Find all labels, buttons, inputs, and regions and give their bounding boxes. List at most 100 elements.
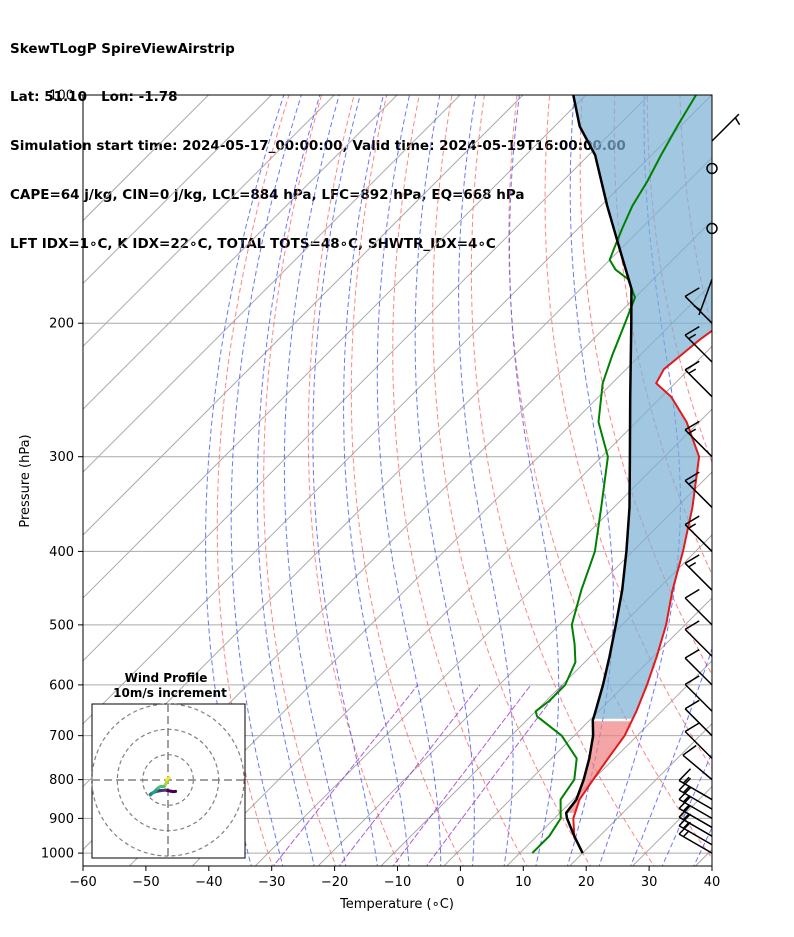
wind-barb (684, 588, 713, 626)
profiles (531, 95, 712, 854)
moist-adiabat (630, 647, 712, 866)
x-tick-label: −30 (258, 875, 285, 890)
dry-adiabat (216, 95, 290, 866)
isotherm-line (83, 95, 524, 536)
mixing-ratio-line (338, 684, 481, 866)
wind-barb (684, 471, 713, 508)
x-tick-label: −10 (384, 875, 411, 890)
x-tick-label: −20 (321, 875, 348, 890)
x-tick-label: −60 (69, 875, 96, 890)
temperature-profile (572, 329, 712, 854)
isotherm-line (83, 95, 587, 599)
isotherm-line (83, 95, 712, 725)
wind-barb (684, 287, 713, 324)
wind-barb (711, 113, 741, 142)
dry-adiabat (392, 95, 528, 866)
isotherm-line (443, 597, 712, 866)
x-tick-label: −40 (195, 875, 222, 890)
mixing-ratio-line (392, 684, 532, 866)
x-tick-label: 20 (578, 875, 595, 890)
chart-title: SkewTLogP SpireViewAirstrip (10, 40, 235, 57)
cape-fill (573, 95, 712, 719)
isotherm-line (83, 95, 210, 222)
moist-adiabat (343, 95, 410, 866)
background-lines (83, 78, 794, 869)
chart-header: SkewTLogP SpireViewAirstrip Lat: 51.10 L… (10, 8, 626, 269)
y-tick-label: 400 (49, 545, 74, 560)
parcel-profile (564, 95, 633, 854)
cape-cin-fills (566, 95, 712, 813)
isotherm-line (191, 345, 712, 866)
moist-adiabat (661, 751, 712, 866)
dry-adiabat (263, 95, 337, 866)
y-tick-label: 600 (49, 678, 74, 693)
wind-barb (682, 744, 713, 781)
x-axis-title: Temperature (∘C) (339, 897, 454, 912)
x-tick-label: 10 (515, 875, 532, 890)
wind-barb (684, 722, 713, 759)
wind-barb (684, 699, 713, 737)
wind-barb (684, 620, 713, 657)
index-line: LFT IDX=1∘C, K IDX=22∘C, TOTAL TOTS=48∘C… (10, 236, 496, 253)
isotherm-line (83, 95, 461, 473)
isotherm-line (83, 95, 398, 410)
moist-adiabat (205, 95, 285, 866)
hodograph-title: Wind Profile (125, 671, 208, 685)
y-tick-label: 1000 (41, 847, 74, 862)
hodograph-segment (166, 776, 171, 781)
wind-barbs (678, 113, 741, 854)
moist-adiabat (230, 95, 302, 866)
wind-barb (684, 675, 713, 712)
y-tick-label: 200 (49, 317, 74, 332)
isotherm-line (83, 95, 273, 285)
isotherm-line (128, 282, 712, 866)
cape-line: CAPE=64 j/kg, CIN=0 j/kg, LCL=884 hPa, L… (10, 187, 525, 204)
wind-barb (684, 420, 713, 458)
x-tick-label: 30 (641, 875, 658, 890)
moist-adiabat (509, 95, 560, 866)
mixing-ratio-line (272, 684, 419, 866)
wind-barb (684, 515, 713, 552)
wind-barb (678, 768, 713, 801)
dry-adiabat (432, 95, 592, 866)
axes: −60 −50 −40 −30 −20 −10 0 10 20 30 40 100 200 300 400 5… (41, 89, 720, 891)
dry-adiabat (470, 95, 655, 866)
moist-adiabat (312, 95, 378, 866)
wind-barb (684, 360, 713, 398)
x-tick-label: 40 (704, 875, 721, 890)
y-tick-label: 500 (49, 618, 74, 633)
dry-adiabat (579, 95, 712, 676)
x-tick-label: −50 (132, 875, 159, 890)
y-tick-label: 300 (49, 450, 74, 465)
x-tick-label: 0 (456, 875, 464, 890)
dry-adiabat (711, 95, 712, 96)
dry-adiabat (508, 95, 712, 859)
moist-adiabat (414, 95, 475, 866)
y-tick-label: 900 (49, 812, 74, 827)
moist-adiabat (376, 95, 442, 866)
dry-adiabat (350, 95, 464, 866)
y-tick-label: 700 (49, 729, 74, 744)
mixing-ratio-line (425, 684, 563, 866)
y-tick-label: 800 (49, 773, 74, 788)
calm-wind-marker (706, 222, 718, 235)
calm-wind-marker (706, 162, 718, 175)
wind-barb (693, 278, 713, 316)
dry-adiabat (744, 78, 794, 869)
isotherm-line (380, 534, 712, 866)
isotherm-line (568, 722, 712, 866)
moist-adiabat (256, 95, 321, 866)
dewpoint-profile (531, 95, 697, 854)
isotherm-line (317, 471, 712, 866)
wind-barb (684, 648, 713, 686)
cin-fill (566, 721, 632, 813)
y-tick-label: 100 (49, 89, 74, 104)
wind-barb (684, 554, 713, 591)
moist-adiabat (283, 95, 347, 866)
isotherm-line (83, 95, 336, 348)
y-axis-title: Pressure (hPa) (18, 434, 33, 527)
isotherm-line (755, 78, 794, 869)
wind-barb (684, 325, 713, 363)
